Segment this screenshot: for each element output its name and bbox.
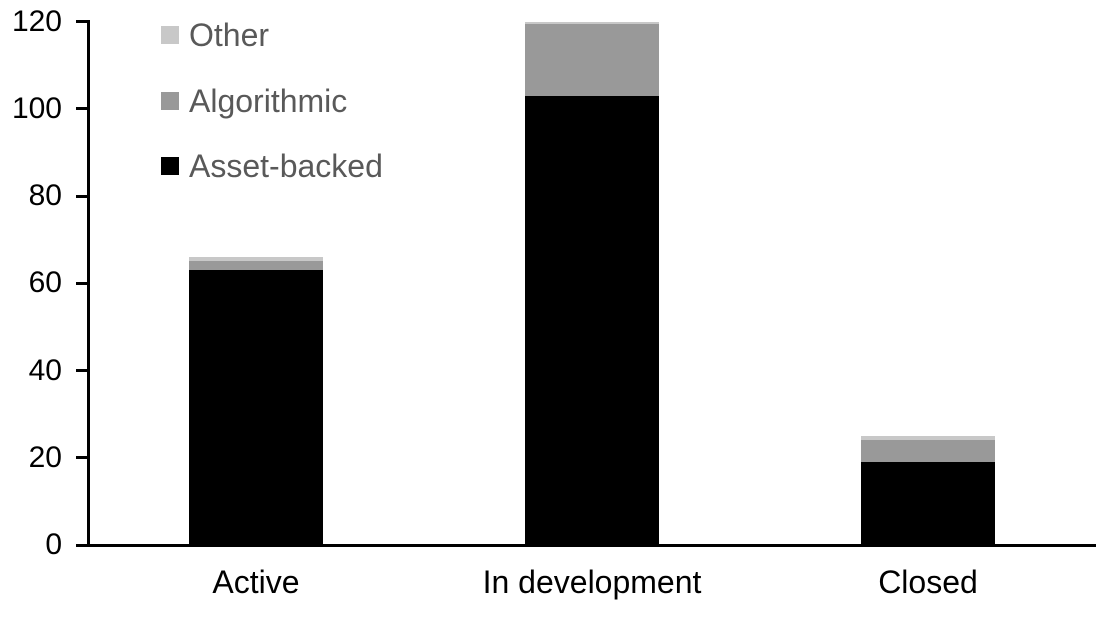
bar-segment-asset-backed-closed [861, 462, 995, 545]
legend-label: Algorithmic [189, 82, 348, 119]
bar-segment-algorithmic-in-development [525, 23, 659, 96]
y-axis-tick-label: 80 [28, 179, 62, 212]
bar-segment-other-closed [861, 435, 995, 441]
y-axis-tick-label: 120 [11, 4, 62, 38]
legend-swatch [161, 91, 179, 110]
y-axis-tick [75, 107, 87, 111]
bar-segment-other-in-development [525, 21, 659, 24]
y-axis-tick [75, 281, 87, 285]
bar-segment-asset-backed-active [189, 270, 323, 545]
y-axis-tick-label: 100 [11, 91, 62, 125]
bar-segment-algorithmic-closed [861, 440, 995, 463]
bar-segment-asset-backed-in-development [525, 95, 659, 545]
y-axis-tick [75, 20, 87, 23]
legend-swatch [161, 26, 179, 44]
y-axis-tick [75, 456, 87, 460]
y-axis-tick-label: 60 [28, 266, 62, 300]
bar-segment-algorithmic-active [189, 261, 323, 271]
y-axis-line [86, 20, 90, 547]
x-axis-label: Closed [878, 564, 978, 600]
legend-label: Asset-backed [189, 148, 383, 184]
x-axis-line [86, 543, 1096, 547]
y-axis-tick [75, 543, 87, 547]
legend-item: Algorithmic [161, 84, 347, 118]
legend-item: Other [161, 18, 269, 52]
y-axis-tick [75, 194, 87, 198]
y-axis-tick-label: 20 [28, 440, 62, 474]
legend-item: Asset-backed [161, 149, 383, 183]
legend-swatch [161, 157, 179, 175]
y-axis-tick [75, 369, 87, 372]
legend-label: Other [189, 17, 270, 53]
y-axis-tick-label: 40 [28, 353, 62, 387]
bar-segment-other-active [189, 257, 323, 262]
y-axis-tick-label: 0 [45, 528, 62, 561]
x-axis-label: In development [482, 564, 702, 600]
x-axis-label: Active [212, 564, 300, 600]
